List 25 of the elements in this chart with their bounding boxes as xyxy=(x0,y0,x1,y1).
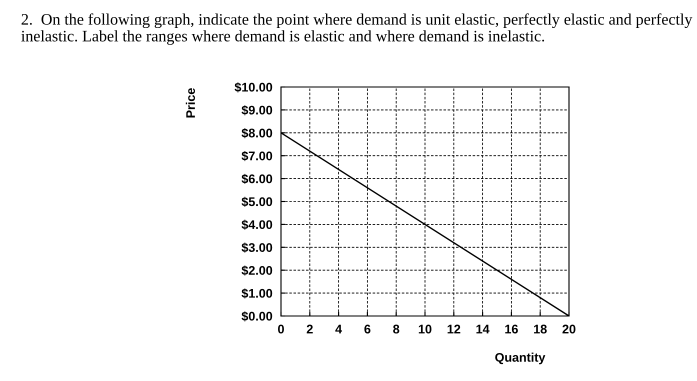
chart-title: 2. On the following graph, indicate the point where demand is unit elastic, perfectly elastic and perfectly inelastic. Label the ranges where demand is elastic and where demand is inelastic. xyxy=(21,13,692,45)
y-tick-label: $1.00 xyxy=(242,288,272,299)
x-tick-label: 8 xyxy=(393,324,400,334)
y-tick-label: $10.00 xyxy=(234,82,272,92)
x-axis-title: Quantity xyxy=(495,352,546,364)
x-tick-label: 16 xyxy=(505,324,518,334)
x-tick-label: 0 xyxy=(278,324,284,334)
x-tick-label: 20 xyxy=(562,324,576,334)
x-tick-label: 10 xyxy=(418,324,432,334)
y-tick-label: $9.00 xyxy=(242,105,272,116)
y-tick-label: $7.00 xyxy=(242,150,272,162)
x-tick-label: 18 xyxy=(534,324,547,334)
x-tick-label: 14 xyxy=(476,324,490,334)
y-tick-label: $4.00 xyxy=(242,220,272,230)
x-tick-label: 12 xyxy=(448,324,460,334)
y-tick-label: $0.00 xyxy=(242,311,272,322)
y-axis-title: Price xyxy=(186,88,196,118)
y-tick-label: $6.00 xyxy=(242,174,272,184)
x-tick-label: 4 xyxy=(335,324,342,334)
y-tick-label: $3.00 xyxy=(242,242,272,253)
y-tick-label: $2.00 xyxy=(242,265,272,276)
x-tick-label: 6 xyxy=(364,324,370,334)
y-tick-label: $8.00 xyxy=(242,128,272,138)
y-tick-label: $5.00 xyxy=(242,196,272,207)
x-tick-label: 2 xyxy=(306,324,313,334)
